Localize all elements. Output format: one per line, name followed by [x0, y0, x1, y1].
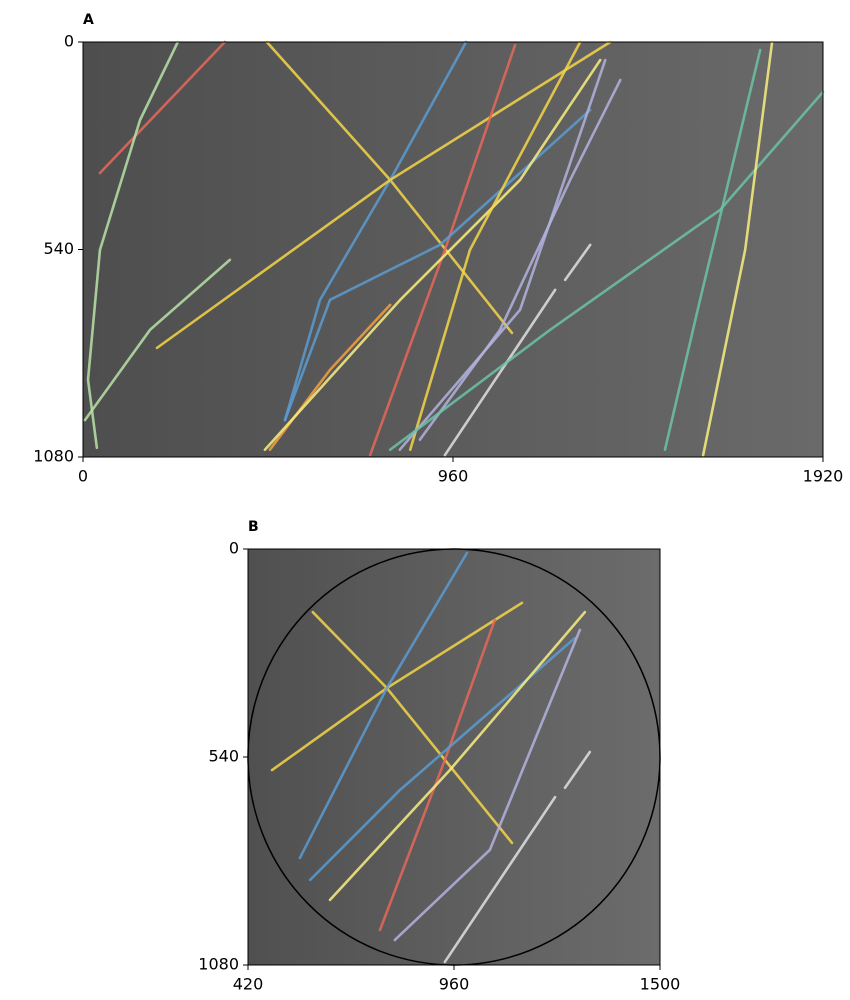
filament-trace — [408, 40, 582, 451]
image-background — [248, 549, 660, 965]
filament-trace — [368, 43, 517, 457]
filament-trace — [283, 40, 468, 422]
x-tick-label: 420 — [233, 975, 264, 994]
y-tick-label: 1080 — [33, 447, 74, 466]
filament-trace — [393, 628, 582, 942]
y-tick-label: 540 — [208, 747, 239, 766]
x-tick-label: 1500 — [640, 975, 681, 994]
filament-trace — [563, 750, 592, 790]
x-tick-label: 0 — [78, 467, 88, 486]
panel-label: A — [83, 12, 94, 28]
filament-trace — [283, 108, 592, 422]
filament-trace — [563, 243, 592, 282]
filament-trace — [98, 40, 227, 175]
filament-trace — [328, 610, 587, 902]
filament-trace — [308, 636, 577, 882]
y-tick-label: 0 — [229, 539, 239, 558]
x-tick-label: 960 — [438, 467, 469, 486]
y-tick-label: 0 — [64, 32, 74, 51]
filament-trace — [86, 40, 180, 450]
filament-trace — [388, 90, 825, 451]
filament-trace — [443, 288, 557, 457]
filament-trace — [663, 48, 762, 451]
y-tick-label: 1080 — [198, 955, 239, 974]
filament-trace — [418, 78, 622, 442]
y-tick-label: 540 — [43, 239, 74, 258]
filament-trace — [701, 40, 774, 457]
x-tick-label: 960 — [439, 975, 470, 994]
filament-trace — [378, 618, 497, 932]
filament-trace — [263, 58, 602, 451]
x-tick-label: 1920 — [803, 467, 844, 486]
filament-trace — [83, 258, 232, 422]
filament-trace — [398, 58, 607, 451]
filament-trace — [298, 551, 469, 860]
panel-label: B — [248, 519, 259, 535]
filament-trace — [443, 795, 557, 964]
filament-trace — [155, 40, 612, 350]
